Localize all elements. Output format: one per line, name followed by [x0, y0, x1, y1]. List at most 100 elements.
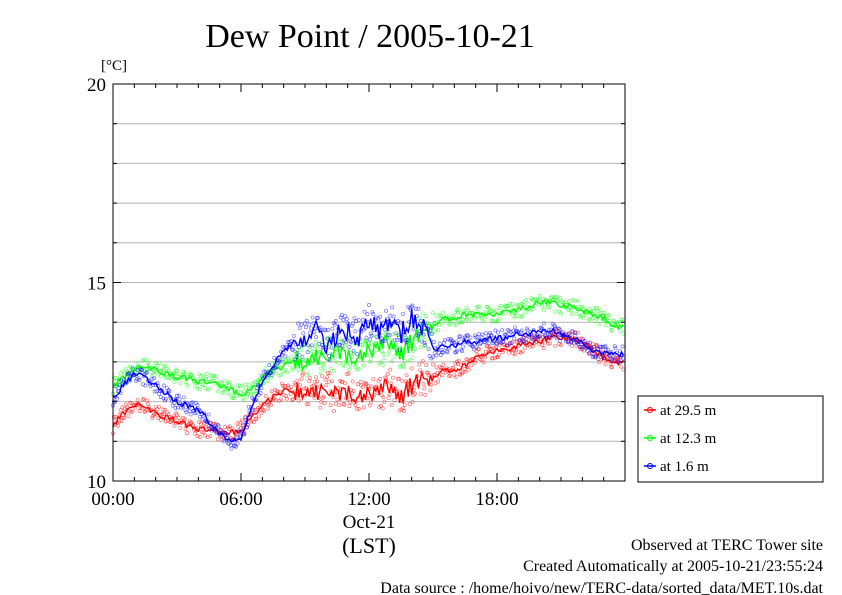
data-point [378, 314, 383, 319]
data-point [400, 378, 405, 383]
data-point [244, 385, 249, 390]
data-point [472, 333, 477, 338]
data-point [512, 325, 517, 330]
data-point [289, 384, 294, 389]
data-point [577, 344, 582, 349]
data-point [490, 319, 495, 324]
data-point [234, 393, 239, 398]
data-point [601, 356, 606, 361]
data-point [447, 374, 452, 379]
data-point [621, 331, 626, 336]
data-point [242, 397, 247, 402]
data-point [540, 343, 545, 348]
data-point [469, 316, 474, 321]
data-point [304, 318, 309, 323]
data-point [236, 387, 241, 392]
data-point [315, 316, 320, 320]
data-point [258, 391, 263, 396]
data-point [524, 326, 529, 331]
data-point [246, 404, 251, 409]
data-point [343, 381, 348, 386]
data-point [337, 403, 342, 408]
data-point [431, 355, 435, 360]
data-point [423, 344, 428, 349]
data-point [299, 376, 304, 381]
data-point [570, 312, 575, 317]
data-point [288, 362, 293, 367]
data-point [454, 374, 458, 379]
data-point [160, 368, 165, 372]
data-point [295, 351, 300, 356]
data-point [239, 426, 243, 431]
data-point [474, 344, 479, 349]
data-point [380, 406, 385, 411]
data-point [206, 412, 211, 417]
data-point [326, 354, 331, 358]
data-point [152, 376, 156, 381]
data-point [368, 356, 373, 361]
data-point [509, 341, 514, 346]
data-point [311, 349, 316, 354]
data-point [344, 317, 349, 322]
data-point [268, 375, 273, 380]
data-point [246, 382, 251, 387]
data-point [490, 356, 495, 361]
chart-title: Dew Point / 2005-10-21 [205, 18, 535, 55]
data-point [369, 340, 374, 345]
data-point [530, 337, 535, 342]
data-point [115, 396, 120, 401]
data-point [620, 317, 625, 322]
data-point [601, 310, 606, 315]
data-point [362, 338, 367, 343]
data-point [137, 378, 142, 382]
data-point [381, 351, 386, 356]
data-point [410, 303, 415, 308]
data-point [261, 408, 266, 413]
data-point [297, 326, 302, 330]
data-point [493, 319, 498, 324]
data-point [210, 374, 215, 379]
data-point [349, 354, 354, 359]
data-point [434, 353, 439, 358]
data-point [588, 316, 592, 321]
data-point [289, 355, 294, 360]
data-point [413, 337, 418, 342]
data-point [611, 358, 616, 363]
data-point [613, 346, 618, 351]
data-point [520, 313, 525, 318]
legend: at 29.5 m at 12.3 m at 1.6 m [637, 395, 824, 483]
data-point [480, 332, 485, 337]
data-point [251, 420, 256, 424]
data-point [603, 362, 608, 367]
data-point [284, 368, 289, 373]
data-point [355, 367, 360, 372]
data-point [338, 315, 343, 320]
data-point [603, 344, 608, 349]
data-point [222, 379, 227, 384]
data-point [314, 344, 319, 349]
data-point [356, 318, 361, 323]
data-point [439, 347, 444, 352]
data-point [252, 380, 257, 385]
data-point [188, 421, 193, 425]
data-point [390, 375, 395, 380]
data-point [291, 333, 296, 338]
data-point [579, 345, 584, 350]
data-point [608, 357, 613, 362]
data-point [342, 364, 347, 369]
data-point [518, 330, 523, 335]
data-point [266, 406, 271, 411]
data-point [176, 415, 181, 420]
data-point [512, 347, 517, 352]
data-point [291, 397, 296, 402]
data-point [392, 338, 397, 343]
footer-site: Observed at TERC Tower site [631, 537, 823, 554]
data-point [297, 368, 301, 373]
data-point [570, 328, 575, 333]
data-point [438, 353, 443, 357]
data-point [161, 363, 166, 368]
data-point [350, 379, 355, 384]
data-point [351, 348, 356, 353]
data-point [388, 367, 393, 372]
series-layer [111, 293, 626, 451]
